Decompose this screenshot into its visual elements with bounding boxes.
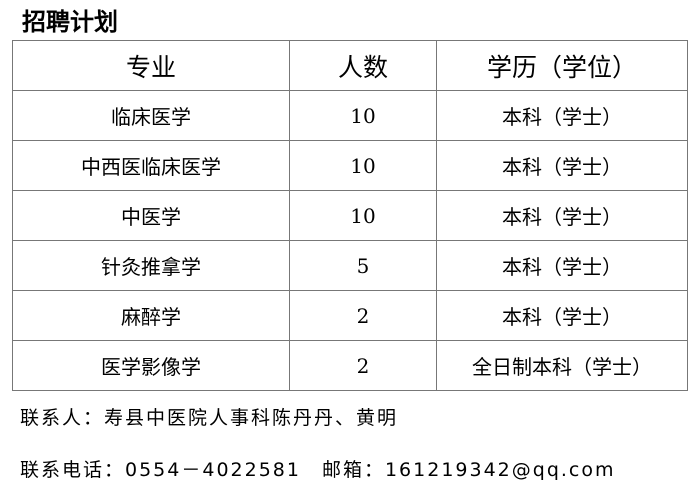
cell-degree: 本科（学士） [436,190,688,241]
cell-major: 针灸推拿学 [12,240,290,291]
table-row: 中西医临床医学 10 本科（学士） [12,140,688,191]
cell-major: 麻醉学 [12,290,290,341]
cell-major: 医学影像学 [12,340,290,391]
cell-count: 2 [289,290,437,341]
table-row: 医学影像学 2 全日制本科（学士） [12,340,688,391]
cell-major: 中医学 [12,190,290,241]
recruitment-table: 专业 人数 学历（学位） 临床医学 10 本科（学士） 中西医临床医学 10 本科（学士）… [12,40,688,391]
cell-major: 临床医学 [12,90,290,141]
table-row: 中医学 10 本科（学士） [12,190,688,241]
cell-degree: 本科（学士） [436,90,688,141]
cell-degree: 本科（学士） [436,290,688,341]
page-title: 招聘计划 [22,7,118,36]
cell-count: 2 [289,340,437,391]
contact-person: 联系人：寿县中医院人事科陈丹丹、黄明 [20,407,399,429]
cell-count: 10 [289,140,437,191]
cell-count: 5 [289,240,437,291]
cell-degree: 本科（学士） [436,240,688,291]
contact-phone-email: 联系电话：0554－4022581 邮箱：161219342@qq.com [20,459,616,481]
header-count: 人数 [289,40,437,91]
cell-count: 10 [289,190,437,241]
header-degree: 学历（学位） [436,40,688,91]
cell-degree: 全日制本科（学士） [436,340,688,391]
cell-degree: 本科（学士） [436,140,688,191]
header-major: 专业 [12,40,290,91]
table-row: 麻醉学 2 本科（学士） [12,290,688,341]
cell-major: 中西医临床医学 [12,140,290,191]
cell-count: 10 [289,90,437,141]
table-row: 针灸推拿学 5 本科（学士） [12,240,688,291]
table-row: 临床医学 10 本科（学士） [12,90,688,141]
table-header: 专业 人数 学历（学位） [12,40,688,91]
